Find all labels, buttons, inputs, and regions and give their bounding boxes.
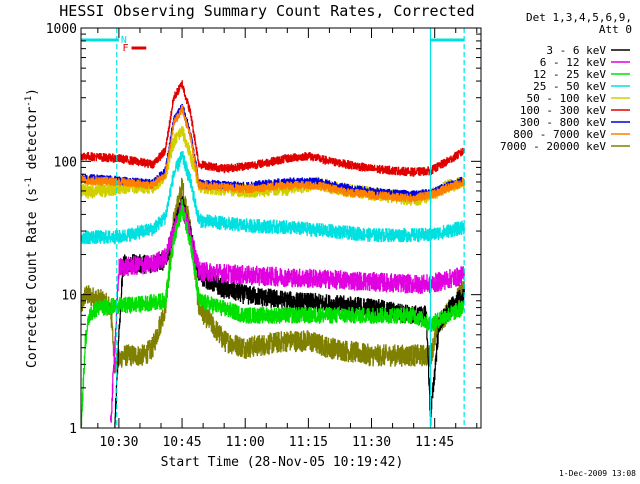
x-tick-label-1: 10:45 [162, 435, 201, 450]
x-tick-label-5: 11:45 [415, 435, 454, 450]
legend-header-1: Att 0 [599, 23, 632, 36]
series-line-2 [81, 199, 465, 428]
legend-label-6: 300 - 800 keV [520, 116, 606, 129]
y-axis-label-sup-2: -1 [24, 96, 34, 107]
y-axis-label-end: ) [25, 88, 40, 96]
legend-header-0: Det 1,3,4,5,6,9, [526, 11, 632, 24]
y-axis-label-sup-1: -1 [24, 177, 34, 188]
flag-label-F: F [123, 43, 129, 54]
legend-label-4: 50 - 100 keV [527, 92, 607, 105]
plot-frame [80, 27, 482, 429]
x-tick-label-4: 11:30 [352, 435, 391, 450]
series-line-7 [81, 105, 465, 203]
y-tick-label-1: 10 [61, 289, 77, 304]
legend-label-8: 7000 - 20000 keV [500, 140, 606, 153]
x-axis-label: Start Time (28-Nov-05 10:19:42) [161, 455, 404, 470]
y-tick-label-0: 1 [69, 422, 77, 437]
legend-label-7: 800 - 7000 keV [513, 128, 606, 141]
legend-label-1: 6 - 12 keV [540, 56, 607, 69]
flag-label-N: N [121, 35, 127, 46]
legend-label-2: 12 - 25 keV [533, 68, 606, 81]
x-tick-label-3: 11:15 [289, 435, 328, 450]
series-line-5 [81, 80, 465, 177]
x-tick-label-2: 11:00 [226, 435, 265, 450]
footer-timestamp: 1-Dec-2009 13:08 [559, 469, 636, 478]
series-line-8 [81, 177, 465, 374]
series-line-3 [81, 151, 465, 245]
legend-label-0: 3 - 6 keV [546, 44, 606, 57]
legend-label-3: 25 - 50 keV [533, 80, 606, 93]
y-axis-label-main: Corrected Count Rate (s [25, 188, 40, 368]
y-tick-label-3: 1000 [46, 22, 77, 37]
plot-area [81, 80, 465, 428]
y-axis-label-mid: detector [25, 107, 40, 178]
chart-title: HESSI Observing Summary Count Rates, Cor… [59, 2, 474, 20]
y-tick-label-2: 100 [54, 155, 77, 170]
legend-label-5: 100 - 300 keV [520, 104, 606, 117]
series-line-1 [110, 199, 465, 423]
x-tick-label-0: 10:30 [99, 435, 138, 450]
y-axis-label: Corrected Count Rate (s-1 detector-1) [24, 88, 40, 368]
axes: NF 1 10 100 1000 10:30 10:45 11:00 11:15 11:30 11:… [46, 22, 482, 450]
